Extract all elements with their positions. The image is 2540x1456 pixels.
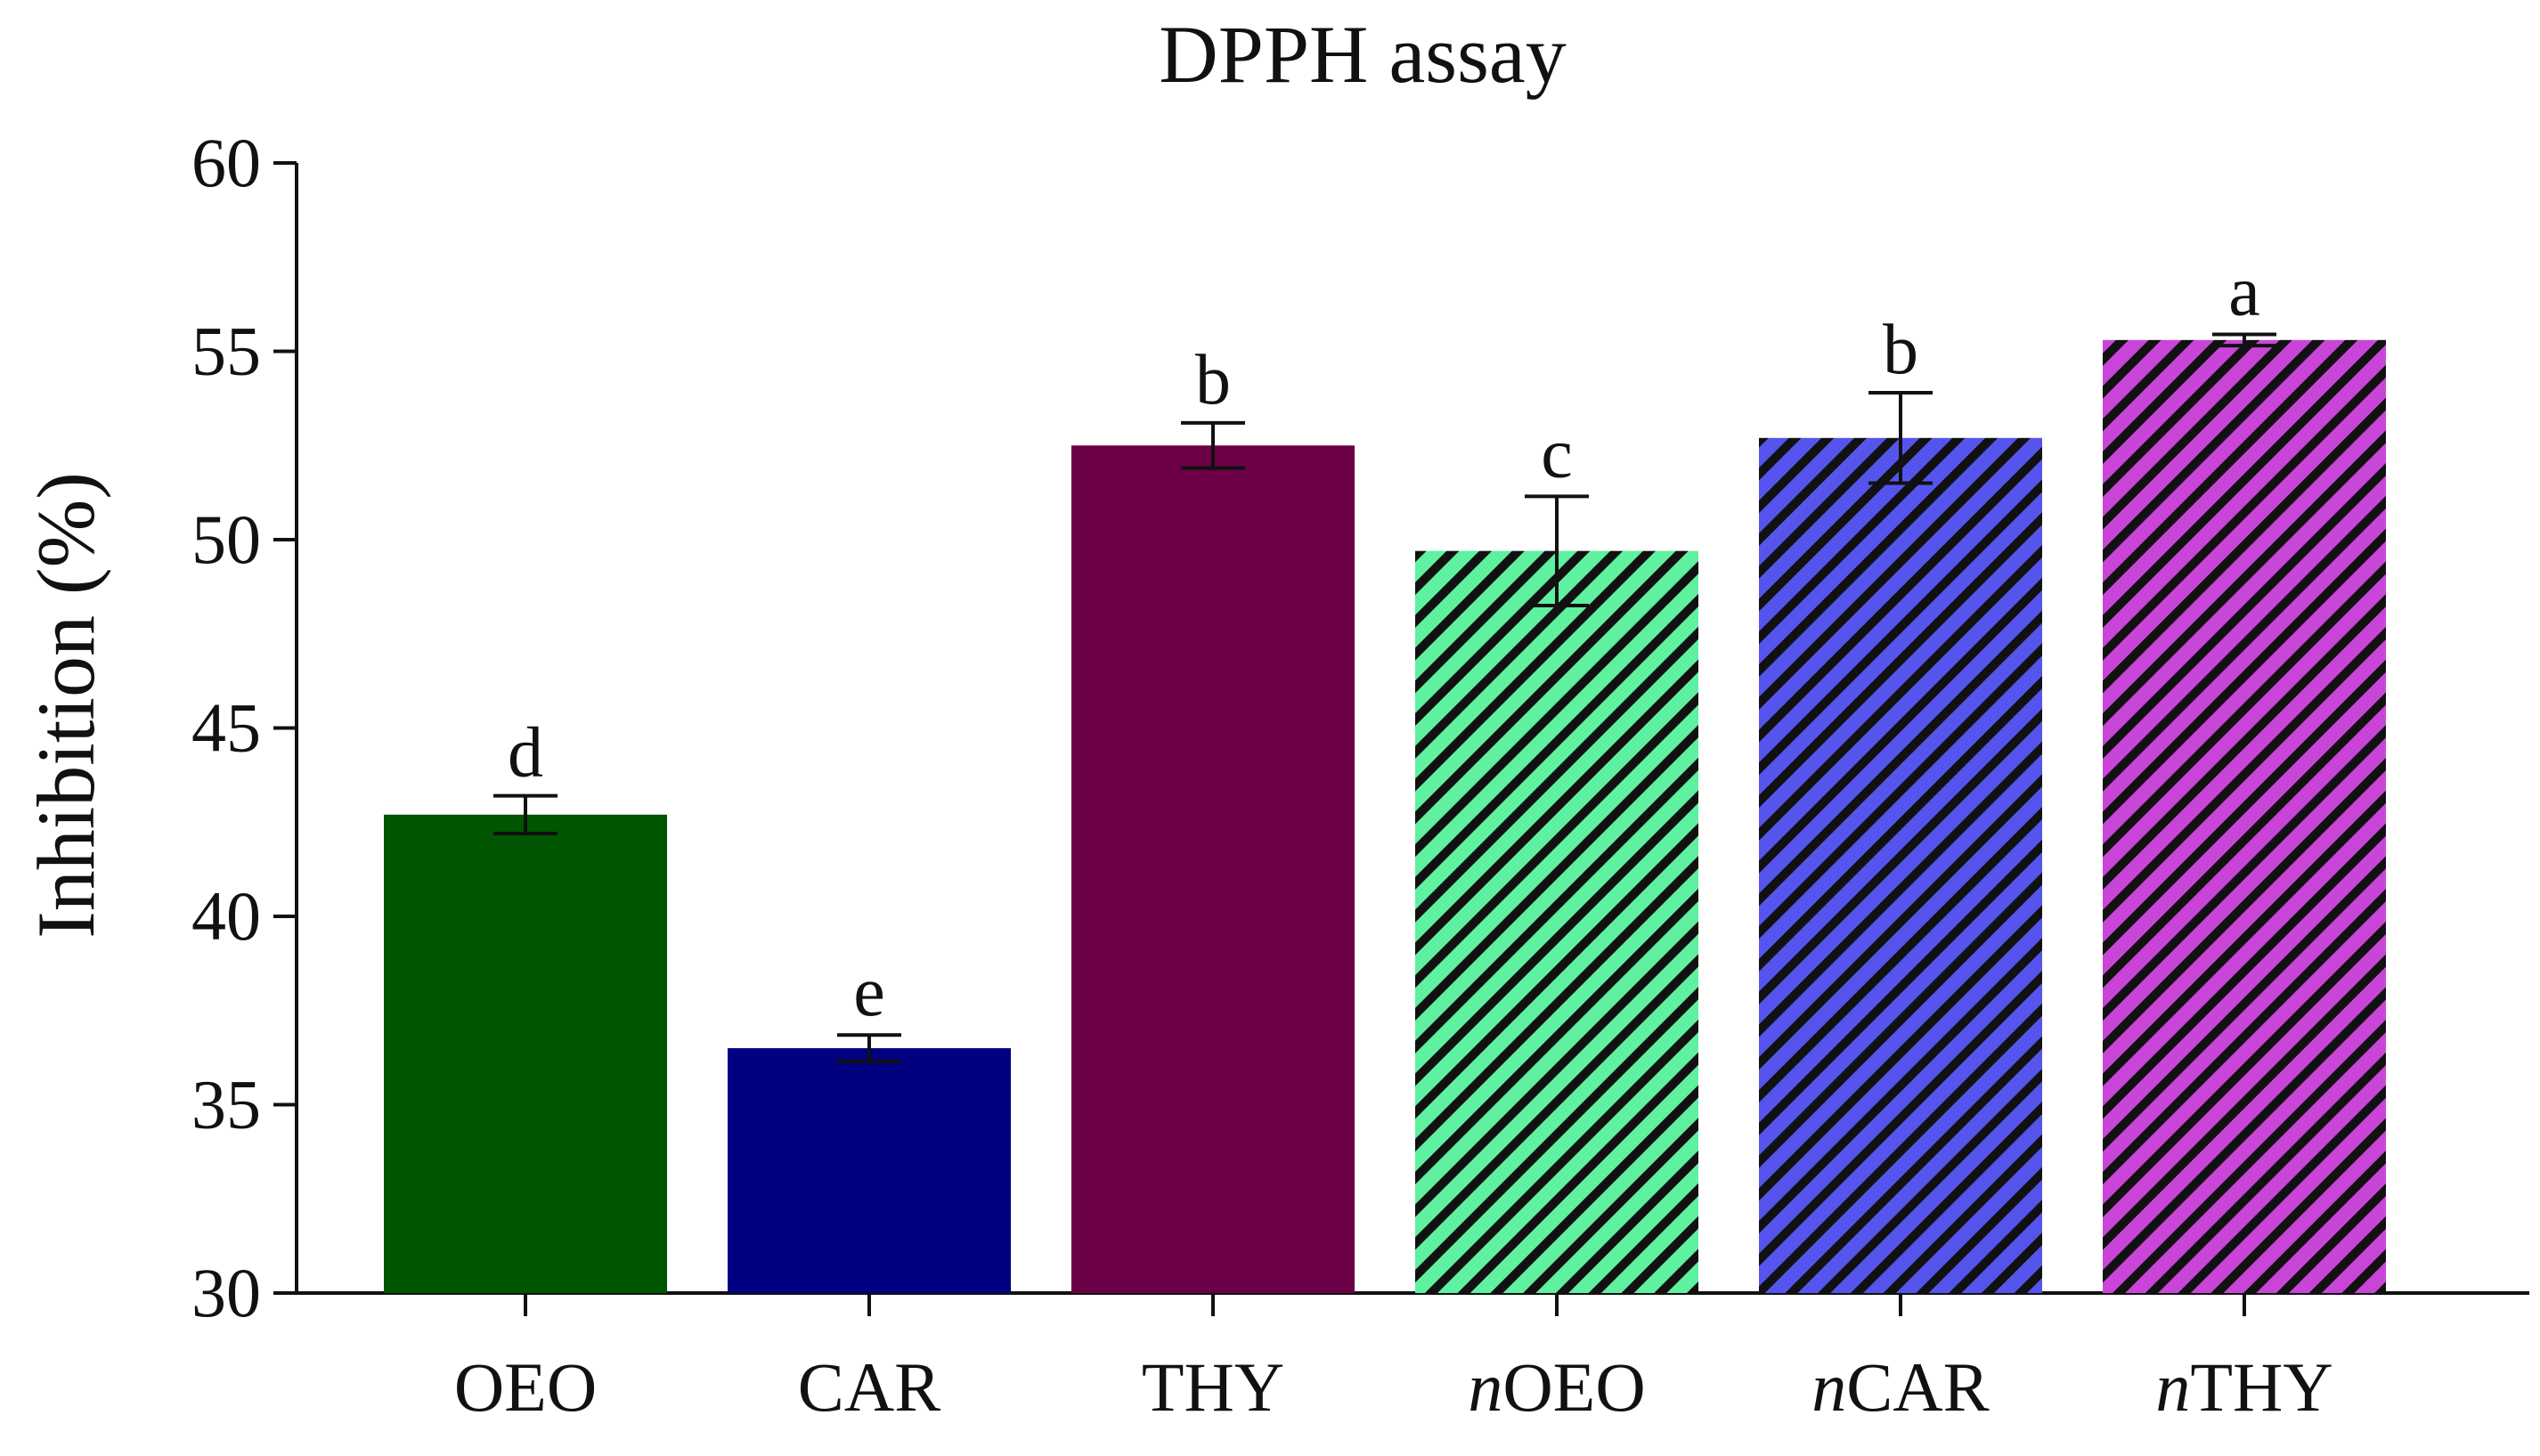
x-tick-label: CAR bbox=[798, 1348, 940, 1426]
x-tick-label: THY bbox=[1142, 1348, 1284, 1426]
x-tick-label-name: OEO bbox=[454, 1348, 597, 1426]
y-tick-label: 50 bbox=[191, 500, 261, 578]
y-tick-label: 30 bbox=[191, 1254, 261, 1331]
bar-car bbox=[728, 1048, 1011, 1293]
significance-letter: b bbox=[1195, 341, 1231, 419]
x-tick-label: nTHY bbox=[2155, 1348, 2332, 1426]
bar-noeo bbox=[1415, 550, 1698, 1293]
significance-letter: b bbox=[1883, 311, 1918, 389]
x-tick-label: nOEO bbox=[1468, 1348, 1645, 1426]
significance-letters: d e b c b a bbox=[508, 252, 2260, 1031]
significance-letter: e bbox=[853, 953, 885, 1031]
bar-thy bbox=[1071, 445, 1355, 1293]
significance-letter: d bbox=[508, 714, 543, 793]
x-axis: OEO CAR THY nOEO nCAR nTHY bbox=[297, 1291, 2529, 1426]
x-tick-label: OEO bbox=[454, 1348, 597, 1426]
y-tick-label: 40 bbox=[191, 877, 261, 955]
bars bbox=[384, 339, 2386, 1293]
bar-nthy bbox=[2103, 339, 2386, 1293]
x-tick-label-prefix: n bbox=[1468, 1348, 1502, 1426]
x-tick-label-name: THY bbox=[1142, 1348, 1284, 1426]
significance-letter: a bbox=[2228, 252, 2260, 330]
x-tick-label-prefix: n bbox=[2155, 1348, 2190, 1426]
bar-oeo bbox=[384, 814, 667, 1293]
y-tick-label: 35 bbox=[191, 1066, 261, 1143]
x-tick-label-name: CAR bbox=[798, 1348, 940, 1426]
x-tick-label-name: CAR bbox=[1846, 1348, 1989, 1426]
y-tick-label: 60 bbox=[191, 124, 261, 201]
y-tick-label: 55 bbox=[191, 313, 261, 390]
chart-title: DPPH assay bbox=[1159, 9, 1566, 100]
y-axis-label: Inhibition (%) bbox=[20, 472, 111, 939]
y-tick-label: 45 bbox=[191, 689, 261, 767]
x-tick-label-name: THY bbox=[2190, 1348, 2332, 1426]
y-axis: 30 35 40 45 50 55 60 bbox=[191, 124, 298, 1331]
x-tick-label: nCAR bbox=[1811, 1348, 1989, 1426]
bar-ncar bbox=[1759, 437, 2042, 1293]
x-tick-label-name: OEO bbox=[1502, 1348, 1645, 1426]
significance-letter: c bbox=[1541, 414, 1573, 492]
error-bars bbox=[493, 332, 2276, 1063]
x-tick-label-prefix: n bbox=[1811, 1348, 1846, 1426]
